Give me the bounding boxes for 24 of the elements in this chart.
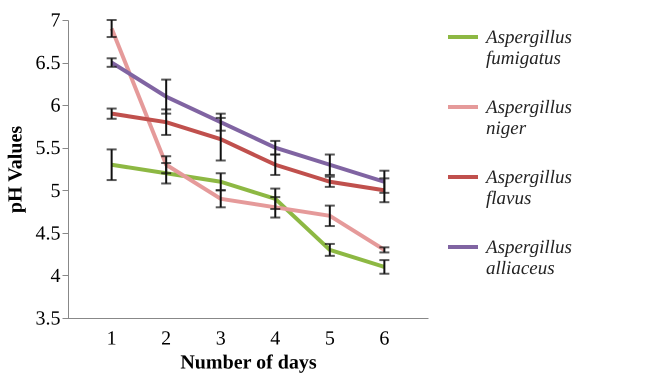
- line-series: [110, 112, 386, 192]
- y-tick-label: 6: [50, 94, 60, 117]
- y-tick-label: 5: [50, 180, 60, 202]
- line-series: [110, 26, 386, 252]
- y-axis-title: pH Values: [4, 126, 26, 214]
- y-tick-label: 4.5: [36, 222, 60, 244]
- y-tick-label: 5.5: [36, 137, 60, 160]
- x-tick-label: 5: [324, 328, 335, 350]
- legend-label: Aspergillus alliaceus: [484, 237, 572, 279]
- legend-label: Aspergillus niger: [484, 97, 572, 139]
- x-axis-title: Number of days: [180, 352, 317, 374]
- x-tick-label: 6: [379, 328, 390, 350]
- line-series: [110, 162, 386, 269]
- legend-label: Aspergillus fumigatus: [484, 27, 572, 69]
- y-tick-label: 3.5: [36, 308, 60, 330]
- x-tick-label: 2: [161, 328, 172, 350]
- y-tick-label: 6.5: [36, 52, 60, 74]
- x-tick-label: 1: [106, 328, 117, 350]
- line-series: [110, 60, 386, 184]
- legend-label: Aspergillus flavus: [484, 167, 572, 209]
- y-tick-label: 7: [50, 10, 60, 32]
- y-tick-label: 4: [50, 264, 60, 287]
- x-tick-label: 3: [216, 328, 226, 350]
- x-tick-label: 4: [270, 328, 280, 350]
